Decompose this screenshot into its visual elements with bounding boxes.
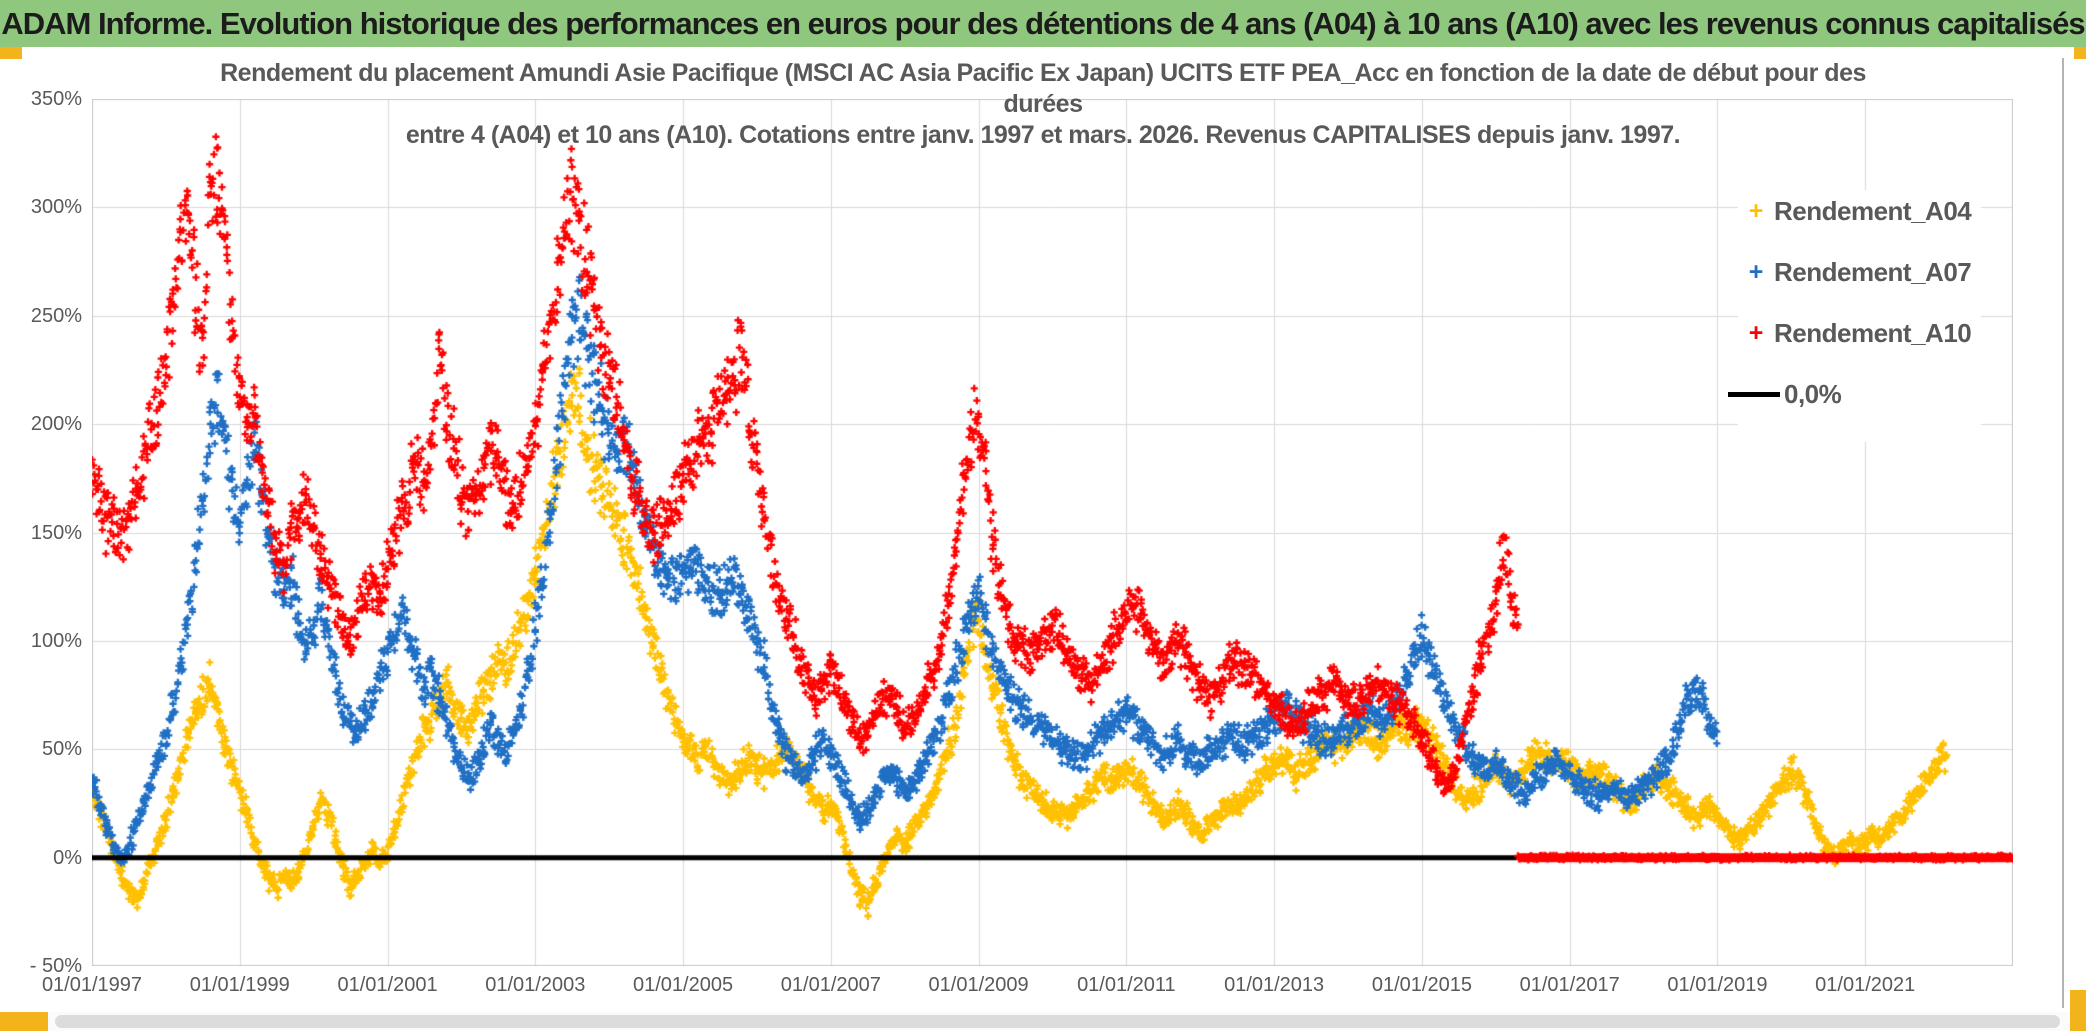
plus-marker-icon: + [1748, 197, 1764, 225]
x-tick-label: 01/01/2011 [1077, 974, 1176, 996]
x-tick-label: 01/01/2021 [1815, 974, 1916, 996]
chart-title-line-3: entre 4 (A04) et 10 ans (A10). Cotations… [405, 121, 1681, 149]
header-title: ADAM Informe. Evolution historique des p… [1, 5, 2085, 41]
legend-item-rendement_a07: + Rendement_A07 [1738, 255, 1972, 290]
x-axis: 01/01/1997 01/01/1999 01/01/2001 01/01/2003… [42, 972, 2013, 1002]
legend-item-rendement_a04: + Rendement_A04 [1738, 194, 1972, 229]
x-tick-label: 01/01/2015 [1371, 974, 1472, 996]
x-tick-label: 01/01/1997 [41, 974, 143, 996]
x-tick-label: 01/01/2009 [928, 974, 1029, 996]
y-tick-label: 250% [30, 304, 82, 327]
plus-marker-icon: + [1748, 319, 1764, 347]
y-tick-label: 300% [30, 196, 82, 219]
horizontal-scrollbar-thumb[interactable] [55, 1015, 2060, 1028]
plus-marker-icon: + [1748, 258, 1764, 286]
header-bar: ADAM Informe. Evolution historique des p… [0, 0, 2086, 47]
legend-item-rendement_a10: + Rendement_A10 [1738, 316, 1972, 351]
chart-title-line-2: durées [1003, 90, 1083, 118]
legend-item-zero-line: 0,0% [1728, 377, 1971, 412]
corner-accent-top-right [2074, 47, 2086, 59]
right-edge-line [2062, 58, 2064, 1008]
x-tick-label: 01/01/1999 [189, 974, 290, 996]
x-tick-label: 01/01/2019 [1667, 974, 1768, 996]
legend: + Rendement_A04 + Rendement_A07 + Rendement_A… [1728, 190, 1982, 442]
corner-accent-bottom-left [0, 1012, 48, 1031]
y-tick-label: - 50% [29, 955, 82, 977]
legend-label: 0,0% [1784, 379, 1842, 409]
x-tick-label: 01/01/2003 [485, 974, 586, 996]
y-tick-label: 200% [30, 413, 82, 436]
x-tick-label: 01/01/2017 [1519, 974, 1620, 996]
x-tick-label: 01/01/2007 [780, 974, 881, 996]
x-tick-label: 01/01/2001 [337, 974, 438, 996]
zero-line-sample-icon [1728, 392, 1780, 397]
legend-label: Rendement_A04 [1774, 196, 1972, 226]
y-tick-label: 100% [30, 629, 82, 652]
y-tick-label: 50% [41, 738, 82, 761]
y-axis: 350% 300% 250% 200% 150% 100% 50% 0% - 50% [0, 88, 86, 977]
chart-area: Rendement du placement Amundi Asie Pacif… [0, 58, 2086, 1008]
legend-label: Rendement_A10 [1774, 318, 1972, 348]
x-tick-label: 01/01/2005 [633, 974, 734, 996]
chart-title: Rendement du placement Amundi Asie Pacif… [0, 58, 2086, 151]
chart-canvas [92, 99, 2013, 966]
header-gap-strip [0, 47, 2086, 58]
corner-accent-top-left [0, 47, 22, 59]
chart-title-line-1: Rendement du placement Amundi Asie Pacif… [220, 59, 1866, 87]
y-tick-label: 0% [53, 846, 82, 869]
legend-label: Rendement_A07 [1774, 257, 1972, 287]
y-tick-label: 350% [30, 88, 82, 110]
y-tick-label: 150% [30, 521, 82, 544]
horizontal-scrollbar-track[interactable] [0, 1012, 2086, 1031]
x-tick-label: 01/01/2013 [1224, 974, 1325, 996]
corner-accent-bottom-right [2070, 990, 2086, 1031]
